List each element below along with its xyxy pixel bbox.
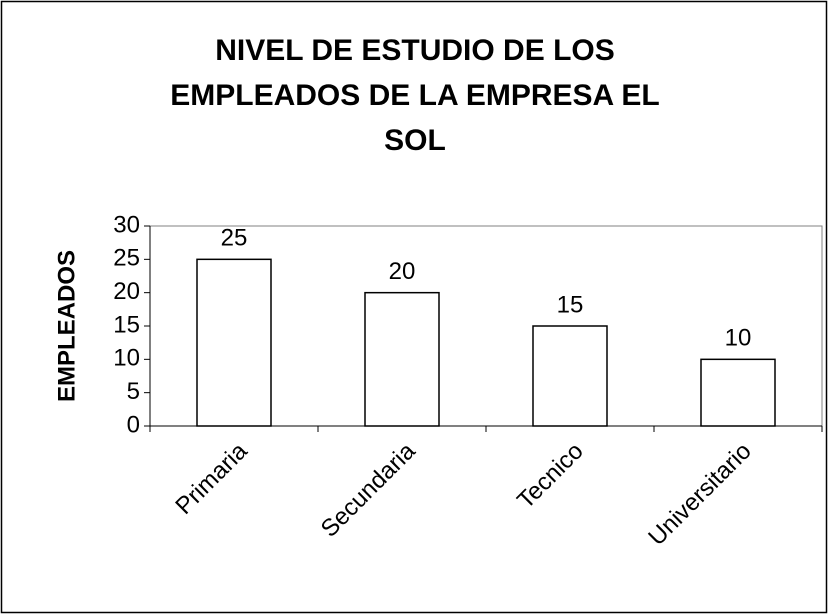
y-tick-label: 5	[127, 378, 140, 405]
y-tick-label: 20	[113, 278, 140, 305]
data-label: 20	[389, 258, 416, 285]
bar	[532, 325, 608, 427]
bar	[700, 358, 776, 427]
y-tick-label: 15	[113, 311, 140, 338]
chart-title: NIVEL DE ESTUDIO DE LOS EMPLEADOS DE LA …	[170, 34, 660, 157]
y-tick-label: 25	[113, 245, 140, 272]
data-label: 10	[725, 325, 752, 352]
y-tick-label: 10	[113, 345, 140, 372]
x-tick-label: Tecnico	[512, 438, 589, 515]
y-tick-label: 0	[127, 411, 140, 438]
x-tick-label: Primaria	[170, 437, 253, 520]
data-label: 15	[557, 291, 584, 318]
y-axis-label: EMPLEADOS	[53, 250, 80, 402]
bar	[196, 258, 272, 427]
bar	[364, 291, 440, 427]
y-tick-label: 30	[113, 211, 140, 238]
x-tick-label: Universitario	[643, 438, 756, 551]
data-label: 25	[221, 225, 248, 252]
x-tick-label: Secundaria	[316, 437, 421, 542]
